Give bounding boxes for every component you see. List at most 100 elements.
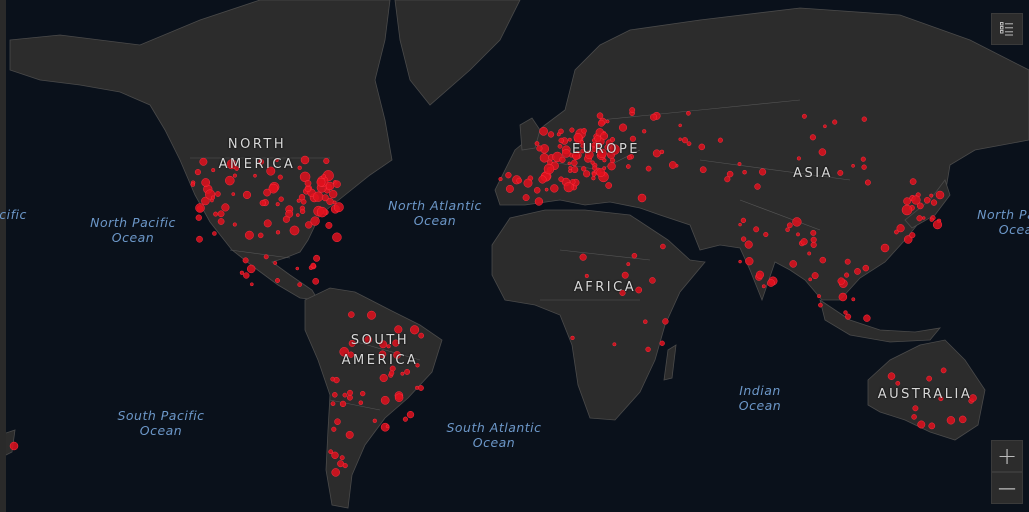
case-marker[interactable] xyxy=(404,368,411,375)
case-marker[interactable] xyxy=(388,370,395,376)
case-marker[interactable] xyxy=(761,284,766,289)
case-marker[interactable] xyxy=(800,238,808,246)
case-marker[interactable] xyxy=(660,243,666,250)
case-marker[interactable] xyxy=(268,183,279,194)
case-marker[interactable] xyxy=(558,137,565,144)
case-marker[interactable] xyxy=(195,203,205,213)
case-marker[interactable] xyxy=(844,272,850,278)
case-marker[interactable] xyxy=(811,272,819,280)
case-marker[interactable] xyxy=(807,251,812,256)
case-marker[interactable] xyxy=(330,401,336,407)
case-marker[interactable] xyxy=(801,113,807,119)
case-marker[interactable] xyxy=(642,129,647,134)
case-marker[interactable] xyxy=(201,178,211,187)
case-marker[interactable] xyxy=(342,463,348,469)
case-marker[interactable] xyxy=(415,385,420,390)
case-marker[interactable] xyxy=(789,260,797,268)
case-marker[interactable] xyxy=(330,376,336,382)
case-marker[interactable] xyxy=(895,380,901,386)
case-marker[interactable] xyxy=(740,236,747,242)
case-marker[interactable] xyxy=(929,193,934,198)
case-marker[interactable] xyxy=(536,145,543,152)
case-marker[interactable] xyxy=(345,430,354,439)
case-marker[interactable] xyxy=(316,177,326,187)
case-marker[interactable] xyxy=(402,416,408,422)
case-marker[interactable] xyxy=(659,340,665,346)
case-marker[interactable] xyxy=(310,262,316,269)
case-marker[interactable] xyxy=(572,152,581,160)
case-marker[interactable] xyxy=(823,124,827,129)
case-marker[interactable] xyxy=(275,230,281,235)
case-marker[interactable] xyxy=(573,132,583,142)
case-marker[interactable] xyxy=(583,170,591,178)
case-marker[interactable] xyxy=(257,232,264,239)
case-marker[interactable] xyxy=(860,156,866,162)
case-marker[interactable] xyxy=(621,271,629,279)
case-marker[interactable] xyxy=(717,137,723,143)
case-marker[interactable] xyxy=(584,273,589,278)
case-marker[interactable] xyxy=(668,161,677,169)
case-marker[interactable] xyxy=(612,342,617,347)
case-marker[interactable] xyxy=(610,157,616,163)
case-marker[interactable] xyxy=(845,313,852,320)
case-marker[interactable] xyxy=(755,270,765,279)
case-marker[interactable] xyxy=(282,215,290,223)
case-marker[interactable] xyxy=(242,190,252,199)
case-marker[interactable] xyxy=(242,257,249,264)
case-marker[interactable] xyxy=(744,240,753,249)
case-marker[interactable] xyxy=(253,173,257,178)
case-marker[interactable] xyxy=(313,254,321,262)
case-marker[interactable] xyxy=(590,160,595,165)
case-marker[interactable] xyxy=(360,390,366,397)
case-marker[interactable] xyxy=(263,188,271,197)
case-marker[interactable] xyxy=(810,241,817,248)
case-marker[interactable] xyxy=(278,196,284,202)
case-marker[interactable] xyxy=(901,204,913,216)
case-marker[interactable] xyxy=(740,217,747,224)
case-marker[interactable] xyxy=(567,161,572,166)
case-marker[interactable] xyxy=(887,372,896,380)
case-marker[interactable] xyxy=(571,166,579,174)
case-marker[interactable] xyxy=(808,277,813,282)
case-marker[interactable] xyxy=(861,164,867,170)
case-marker[interactable] xyxy=(367,310,376,320)
case-marker[interactable] xyxy=(558,128,564,135)
case-marker[interactable] xyxy=(916,202,924,210)
case-marker[interactable] xyxy=(851,163,855,168)
case-marker[interactable] xyxy=(629,107,636,114)
case-marker[interactable] xyxy=(581,128,587,134)
case-marker[interactable] xyxy=(817,294,821,299)
case-marker[interactable] xyxy=(862,264,870,272)
case-marker[interactable] xyxy=(645,165,652,172)
case-marker[interactable] xyxy=(561,149,571,158)
case-marker[interactable] xyxy=(818,302,823,308)
case-marker[interactable] xyxy=(246,264,256,274)
case-marker[interactable] xyxy=(217,210,225,218)
case-marker[interactable] xyxy=(737,162,742,166)
case-marker[interactable] xyxy=(767,279,775,287)
case-marker[interactable] xyxy=(226,159,237,170)
case-marker[interactable] xyxy=(738,222,742,227)
case-marker[interactable] xyxy=(591,147,597,153)
case-marker[interactable] xyxy=(393,351,401,359)
case-marker[interactable] xyxy=(394,393,404,402)
case-marker[interactable] xyxy=(9,441,19,451)
case-marker[interactable] xyxy=(563,182,574,193)
zoom-out-button[interactable]: — xyxy=(991,472,1023,504)
case-marker[interactable] xyxy=(275,202,280,207)
case-marker[interactable] xyxy=(724,176,731,183)
case-marker[interactable] xyxy=(591,176,596,181)
case-marker[interactable] xyxy=(759,168,767,176)
case-marker[interactable] xyxy=(643,319,648,324)
case-marker[interactable] xyxy=(591,142,596,148)
case-marker[interactable] xyxy=(912,405,919,412)
case-marker[interactable] xyxy=(498,177,503,182)
case-marker[interactable] xyxy=(244,230,254,240)
case-marker[interactable] xyxy=(534,141,540,146)
case-marker[interactable] xyxy=(195,214,202,221)
case-marker[interactable] xyxy=(215,191,221,197)
case-marker[interactable] xyxy=(557,143,563,149)
case-marker[interactable] xyxy=(342,392,348,398)
case-marker[interactable] xyxy=(339,455,345,461)
case-marker[interactable] xyxy=(921,216,926,220)
